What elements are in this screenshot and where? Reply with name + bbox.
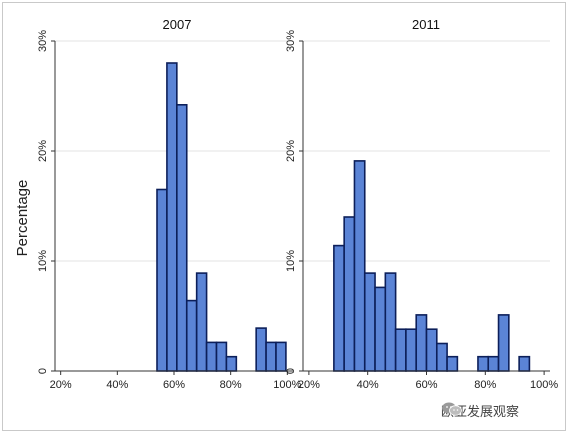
histogram-bar [195, 272, 208, 372]
panel-title: 2007 [163, 17, 192, 32]
x-tick-label: 20% [50, 379, 72, 391]
x-tick-label: 40% [106, 379, 128, 391]
y-tick-label: 20% [37, 140, 49, 162]
x-tick-label: 60% [415, 379, 437, 391]
y-tick-label: 10% [37, 250, 49, 272]
x-tick-label: 80% [474, 379, 496, 391]
histogram-bar [374, 286, 387, 372]
histogram-bar [497, 314, 510, 372]
histogram-bar [435, 342, 448, 372]
wechat-logo-icon [442, 402, 462, 416]
y-tick-label: 20% [285, 140, 297, 162]
histogram-bar [215, 341, 228, 372]
histogram-bar [363, 272, 376, 372]
histogram-bar [166, 62, 178, 372]
histogram-bar [425, 328, 438, 372]
histogram-bar [265, 341, 277, 372]
histogram-bar [353, 160, 366, 372]
histogram-bar [343, 216, 356, 372]
y-tick-label: 0 [285, 368, 297, 374]
y-tick-label: 30% [37, 30, 49, 52]
histogram-bar [415, 314, 428, 372]
histogram-bar [225, 355, 238, 372]
histogram-bar [333, 244, 345, 372]
y-axis-label: Percentage [14, 180, 31, 257]
histogram-figure: Percentage 2007 0 10% 20% 30% 20% 40% 60% 80% 100… [14, 17, 558, 391]
x-tick-label: 40% [357, 379, 379, 391]
histogram-bar [477, 355, 490, 372]
panel-2007: 2007 0 10% 20% 30% 20% 40% 60% 80% 100% [37, 17, 302, 391]
histogram-bar [275, 341, 287, 372]
y-tick-label: 10% [285, 250, 297, 272]
histogram-bar [394, 328, 407, 372]
x-tick-label: 60% [163, 379, 185, 391]
x-tick-label: 80% [220, 379, 242, 391]
y-tick-label: 0 [37, 368, 49, 374]
x-tick-label: 100% [530, 379, 558, 391]
histogram-bar [205, 341, 218, 372]
histogram-bar [384, 272, 397, 372]
histogram-bar [487, 355, 500, 372]
y-tick-label: 30% [285, 30, 297, 52]
histogram-bar [518, 355, 531, 372]
histogram-bar [255, 327, 267, 372]
x-tick-label: 100% [273, 379, 301, 391]
histogram-bar [405, 328, 418, 372]
panel-2011: 2011 0 10% 20% 30% 20% 40% 60% 80% 100% [285, 17, 558, 391]
x-tick-label: 20% [298, 379, 320, 391]
histogram-bar [176, 104, 188, 372]
histogram-bar [185, 299, 198, 372]
watermark: 欧亚发展观察 [441, 401, 519, 420]
histogram-bar [156, 188, 168, 372]
figure-frame: Percentage 2007 0 10% 20% 30% 20% 40% 60% 80% 100… [2, 2, 566, 431]
histogram-bar [446, 355, 459, 372]
panel-title: 2011 [412, 17, 440, 32]
